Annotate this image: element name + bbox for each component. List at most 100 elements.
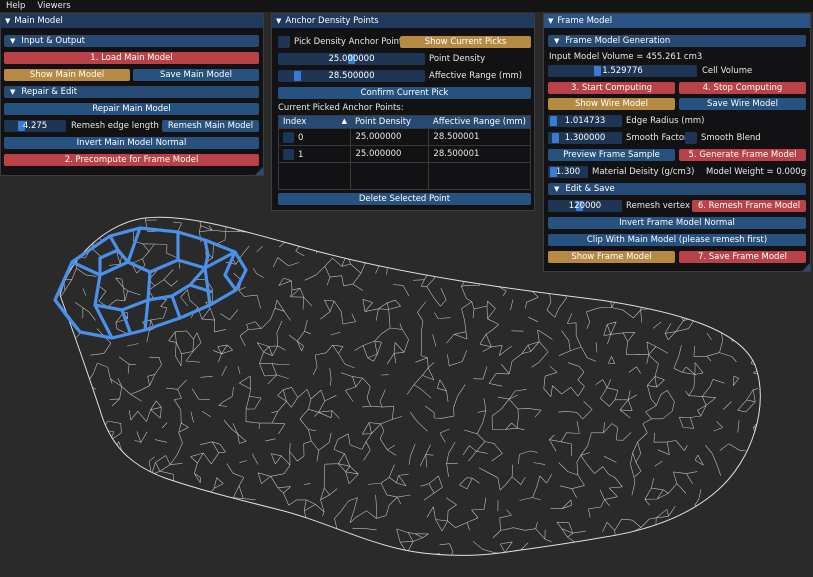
frame-generation-label: Frame Model Generation	[565, 36, 671, 46]
slider-grab[interactable]	[552, 133, 559, 143]
anchor-table-container: Index ▲ Point Density Affective Range (mm…	[278, 115, 531, 190]
main-model-window: ▼ Main Model ▼ Input & Output 1. Load Main…	[0, 13, 264, 176]
anchor-density-window: ▼ Anchor Density Points Pick Density Anch…	[271, 13, 535, 211]
frame-model-title-bar[interactable]: ▼ Frame Model	[544, 14, 810, 28]
delete-selected-point-button[interactable]: Delete Selected Point	[278, 193, 531, 205]
collapse-arrow-icon[interactable]: ▼	[5, 17, 11, 25]
affective-range-label: Affective Range (mm)	[429, 71, 523, 81]
highlight-frame-edge	[171, 266, 207, 298]
save-main-model-button[interactable]: Save Main Model	[133, 69, 259, 81]
remesh-vertex-slider[interactable]: 120000	[548, 200, 622, 212]
frame-generation-header[interactable]: ▼ Frame Model Generation	[548, 35, 806, 47]
collapse-arrow-icon: ▼	[10, 37, 16, 45]
menu-viewers[interactable]: Viewers	[37, 1, 71, 11]
invert-main-normal-button[interactable]: Invert Main Model Normal	[4, 137, 259, 149]
slider-grab[interactable]	[550, 167, 557, 177]
collapse-arrow-icon: ▼	[554, 37, 560, 45]
picked-points-caption: Current Picked Anchor Points:	[278, 103, 404, 113]
input-volume-text: Input Model Volume = 455.261 cm3	[549, 52, 703, 62]
column-header-range[interactable]: Affective Range (mm)	[428, 116, 530, 129]
repair-edit-header[interactable]: ▼ Repair & Edit	[4, 86, 259, 98]
slider-grab[interactable]	[576, 201, 583, 211]
collapse-arrow-icon: ▼	[10, 88, 16, 96]
sort-ascending-icon: ▲	[341, 117, 347, 125]
affective-range-slider[interactable]: 28.500000	[278, 70, 425, 82]
repair-edit-label: Repair & Edit	[21, 87, 78, 97]
highlight-frame-edge	[120, 309, 132, 333]
repair-main-model-button[interactable]: Repair Main Model	[4, 103, 259, 115]
table-row[interactable]: 1 25.000000 28.500001	[279, 145, 530, 163]
show-frame-model-button[interactable]: Show Frame Model	[548, 251, 675, 263]
edge-radius-slider[interactable]: 1.014733	[548, 115, 622, 127]
slider-grab[interactable]	[18, 121, 25, 131]
selected-frame-region[interactable]	[53, 226, 248, 340]
highlight-frame-edge	[53, 299, 82, 334]
collapse-arrow-icon[interactable]: ▼	[276, 17, 282, 25]
resize-grip-icon[interactable]	[802, 263, 810, 271]
column-header-index[interactable]: Index ▲	[279, 116, 351, 129]
pick-anchor-checkbox[interactable]	[278, 36, 290, 48]
material-density-slider[interactable]: 1.300	[548, 166, 588, 178]
model-weight-text: Model Weight = 0.000g	[706, 167, 807, 177]
table-row-empty	[279, 162, 530, 189]
input-output-header[interactable]: ▼ Input & Output	[4, 35, 259, 47]
highlight-frame-edge	[98, 248, 119, 275]
point-density-label: Point Density	[429, 54, 486, 64]
highlight-frame-edge	[203, 239, 210, 269]
save-wire-model-button[interactable]: Save Wire Model	[679, 98, 806, 110]
generate-frame-model-button[interactable]: 5. Generate Frame Model	[679, 149, 806, 161]
highlight-frame-edge	[189, 283, 213, 294]
slider-grab[interactable]	[294, 71, 301, 81]
remesh-length-slider[interactable]: 4.275	[4, 120, 66, 132]
menu-help[interactable]: Help	[6, 1, 26, 11]
frame-model-window: ▼ Frame Model ▼ Frame Model Generation Inp…	[543, 13, 811, 272]
cell-volume-slider[interactable]: 1.529776	[548, 65, 697, 77]
preview-frame-sample-button[interactable]: Preview Frame Sample	[548, 149, 675, 161]
highlight-frame-edge	[94, 298, 149, 312]
input-output-label: Input & Output	[21, 36, 85, 46]
highlight-frame-edge	[108, 235, 130, 264]
invert-frame-normal-button[interactable]: Invert Frame Model Normal	[548, 217, 806, 229]
save-frame-model-button[interactable]: 7. Save Frame Model	[679, 251, 806, 263]
slider-grab[interactable]	[550, 116, 557, 126]
edit-save-header[interactable]: ▼ Edit & Save	[548, 183, 806, 195]
highlight-frame-edge	[53, 226, 248, 340]
remesh-vertex-label: Remesh vertex #	[626, 201, 700, 211]
anchor-title-bar[interactable]: ▼ Anchor Density Points	[272, 14, 534, 28]
precompute-frame-button[interactable]: 2. Precompute for Frame Model	[4, 154, 259, 166]
show-wire-model-button[interactable]: Show Wire Model	[548, 98, 675, 110]
confirm-pick-button[interactable]: Confirm Current Pick	[278, 87, 531, 99]
remesh-frame-model-button[interactable]: 6. Remesh Frame Model	[692, 200, 806, 212]
start-computing-button[interactable]: 3. Start Computing	[548, 82, 675, 94]
remesh-main-model-button[interactable]: Remesh Main Model	[162, 120, 259, 132]
highlight-frame-edge	[71, 227, 142, 277]
column-header-density[interactable]: Point Density	[350, 116, 429, 129]
slider-grab[interactable]	[594, 66, 601, 76]
anchor-table: Index ▲ Point Density Affective Range (mm…	[279, 116, 530, 189]
row-select-checkbox[interactable]	[283, 131, 294, 143]
table-row[interactable]: 0 25.000000 28.500001	[279, 128, 530, 146]
edge-radius-label: Edge Radius (mm)	[626, 116, 705, 126]
slider-grab[interactable]	[348, 54, 355, 64]
load-main-model-button[interactable]: 1. Load Main Model	[4, 52, 259, 64]
point-density-slider[interactable]: 25.000000	[278, 53, 425, 65]
main-model-title-bar[interactable]: ▼ Main Model	[1, 14, 263, 28]
remesh-length-label: Remesh edge length (mm)	[71, 121, 185, 131]
show-current-picks-button[interactable]: Show Current Picks	[400, 36, 531, 48]
shoe-outline	[59, 216, 761, 556]
highlight-frame-edge	[127, 232, 180, 274]
cell-volume-label: Cell Volume	[702, 66, 753, 76]
anchor-title: Anchor Density Points	[285, 16, 379, 26]
clip-with-main-model-button[interactable]: Clip With Main Model (please remesh firs…	[548, 234, 806, 246]
main-model-title: Main Model	[14, 16, 63, 26]
smooth-blend-checkbox[interactable]	[685, 132, 697, 144]
collapse-arrow-icon[interactable]: ▼	[548, 17, 554, 25]
smooth-factor-slider[interactable]: 1.300000	[548, 132, 622, 144]
show-main-model-button[interactable]: Show Main Model	[4, 69, 130, 81]
material-density-label: Material Deisity (g/cm3)	[592, 167, 695, 177]
row-select-checkbox[interactable]	[283, 148, 294, 160]
pick-anchor-label: Pick Density Anchor Points	[294, 37, 407, 47]
resize-grip-icon[interactable]	[255, 167, 263, 175]
stop-computing-button[interactable]: 4. Stop Computing	[679, 82, 806, 94]
